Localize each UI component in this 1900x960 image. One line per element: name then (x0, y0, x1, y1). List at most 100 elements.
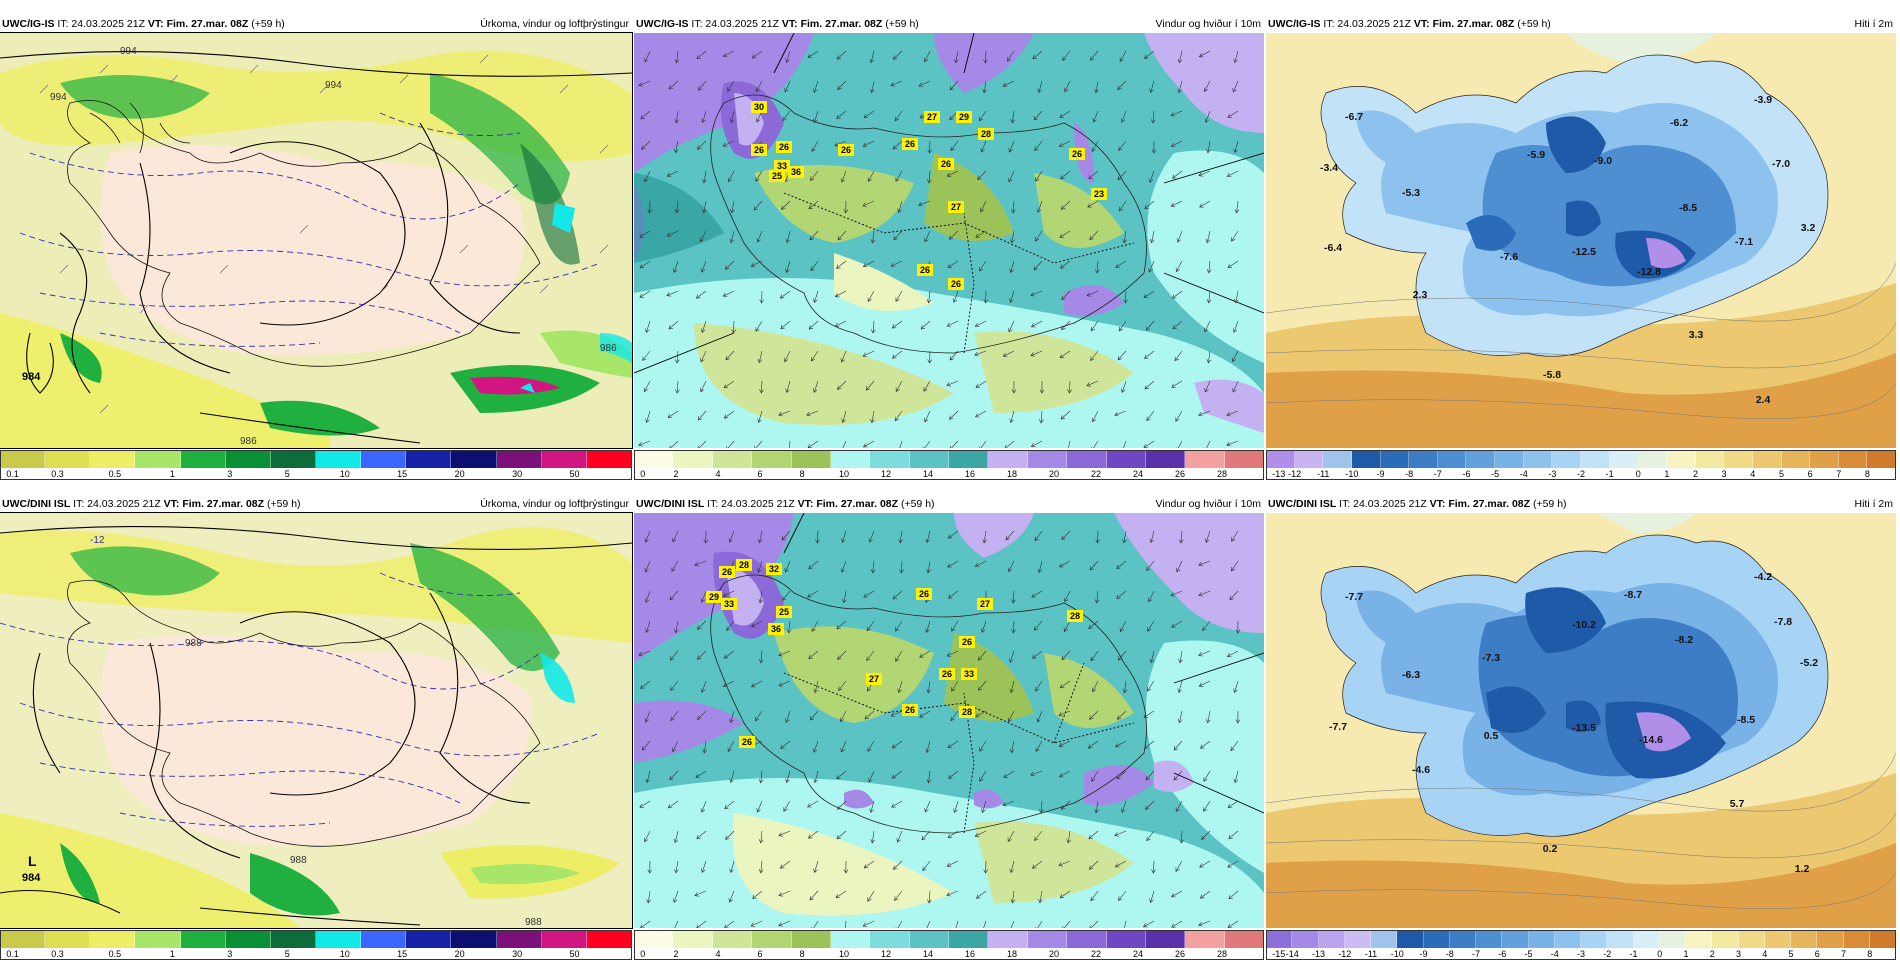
colorbar-swatch (1292, 930, 1318, 948)
colorbar-swatch (1810, 450, 1839, 468)
colorbar-swatch (1107, 930, 1146, 948)
temperature-value: -7.7 (1345, 591, 1363, 603)
colorbar-tick-label: 2 (1693, 468, 1698, 480)
colorbar-swatch (1476, 930, 1502, 948)
colorbar-swatch (1323, 450, 1352, 468)
gust-value: 26 (962, 637, 972, 647)
panel-title: Hiti í 2m (1854, 495, 1893, 513)
colorbar-swatch (361, 930, 406, 948)
gust-value: 27 (869, 674, 879, 684)
colorbar-tick-label: 6 (757, 468, 762, 480)
temperature-value: -10.2 (1572, 619, 1596, 631)
colorbar-tick-label: 24 (1133, 468, 1143, 480)
pressure-label: 988 (185, 638, 202, 649)
colorbar-swatch (271, 450, 316, 468)
pressure-label: 986 (240, 436, 257, 447)
gust-value: 33 (724, 599, 734, 609)
valid-time: VT: Fim. 27.mar. 08Z (164, 498, 264, 510)
colorbar-swatch (497, 930, 542, 948)
colorbar-tick-label: 4 (715, 468, 720, 480)
precip-map[interactable]: 994 994 994 986 986 984 (0, 33, 632, 448)
gust-value: 29 (709, 592, 719, 602)
colorbar-swatch (1450, 930, 1476, 948)
gust-value: 29 (959, 112, 969, 122)
colorbar-swatch (1371, 930, 1397, 948)
colorbar-tick-label: 26 (1175, 468, 1185, 480)
colorbar-swatch (713, 930, 752, 948)
precip-map[interactable]: -12 988 988 988 L 984 (0, 513, 632, 928)
colorbar-tick-label: -2 (1577, 468, 1585, 480)
colorbar-swatch (1870, 930, 1896, 948)
colorbar-tick-label: 20 (455, 468, 465, 480)
gust-value: 27 (951, 202, 961, 212)
colorbar-swatch (1266, 450, 1295, 468)
colorbar-swatch (1555, 930, 1581, 948)
colorbar-swatch (1724, 450, 1753, 468)
temperature-value: -13.5 (1572, 722, 1596, 734)
panel-title: Vindur og hviður í 10m (1156, 15, 1261, 33)
pressure-label: 994 (120, 46, 137, 57)
lead-time: (+59 h) (882, 18, 918, 30)
low-pressure-value: 984 (22, 872, 41, 884)
colorbar-swatch (1146, 450, 1185, 468)
colorbar-swatch (634, 450, 673, 468)
colorbar-swatch (135, 450, 180, 468)
colorbar-tick-label: 14 (923, 468, 933, 480)
colorbar-tick-label: -5 (1491, 468, 1499, 480)
colorbar-swatch (949, 450, 988, 468)
temperature-value: -12.5 (1572, 246, 1596, 258)
colorbar-tick-label: 7 (1836, 468, 1841, 480)
colorbar-swatch (1753, 450, 1782, 468)
temperature-value: -8.2 (1675, 634, 1693, 646)
gust-value: 26 (951, 279, 961, 289)
colorbar-swatch (0, 450, 45, 468)
gust-value: 28 (1070, 611, 1080, 621)
temperature-map[interactable]: -7.7-6.3-7.3-10.2-8.7-4.2-7.8-8.2-5.2-7.… (1266, 513, 1896, 928)
colorbar-swatch (1466, 450, 1495, 468)
colorbar-swatch (1185, 930, 1224, 948)
colorbar-tick-label: 0.5 (109, 468, 122, 480)
colorbar-tick-label: -4 (1520, 468, 1528, 480)
colorbar-swatch (1765, 930, 1791, 948)
colorbar-swatch (90, 450, 135, 468)
colorbar-swatch (1739, 930, 1765, 948)
gust-value: 28 (739, 560, 749, 570)
valid-time: VT: Fim. 27.mar. 08Z (148, 18, 248, 30)
gust-value: 26 (942, 669, 952, 679)
colorbar-tick-label: 1 (1664, 468, 1669, 480)
pressure-label: 994 (325, 80, 342, 91)
temperature-value: -8.5 (1679, 202, 1697, 214)
pressure-label: 994 (50, 92, 67, 103)
temperature-value: -5.9 (1527, 149, 1545, 161)
low-pressure-value: 984 (22, 371, 41, 383)
colorbar-tick-label: 5 (1779, 468, 1784, 480)
gust-value: 28 (981, 129, 991, 139)
init-time: IT: 24.03.2025 21Z (70, 498, 163, 510)
colorbar-tick-label: -13 (1272, 468, 1285, 480)
panel-precip-ig: UWC/IG-IS IT: 24.03.2025 21Z VT: Fim. 27… (0, 15, 632, 465)
colorbar-tick-label: 15 (397, 468, 407, 480)
colorbar-tick-label: -7 (1434, 468, 1442, 480)
gust-value: 33 (964, 669, 974, 679)
colorbar-tick-label: 8 (799, 468, 804, 480)
colorbar-swatch (542, 930, 587, 948)
gust-value: 27 (927, 112, 937, 122)
colorbar-swatch (831, 450, 870, 468)
colorbar-swatch (226, 930, 271, 948)
colorbar-tick-label: 22 (1091, 468, 1101, 480)
colorbar-tick-label: 10 (839, 468, 849, 480)
colorbar-swatch (1438, 450, 1467, 468)
colorbar-swatch (752, 450, 791, 468)
colorbar-swatch (0, 930, 45, 948)
colorbar-tick-label: -12 (1288, 468, 1301, 480)
temperature-value: -6.3 (1402, 669, 1420, 681)
colorbar-swatch (1581, 450, 1610, 468)
colorbar-tick-label: 3 (1722, 468, 1727, 480)
colorbar-tick-label: 3 (227, 468, 232, 480)
init-time: IT: 24.03.2025 21Z (55, 18, 148, 30)
gust-value: 26 (905, 139, 915, 149)
